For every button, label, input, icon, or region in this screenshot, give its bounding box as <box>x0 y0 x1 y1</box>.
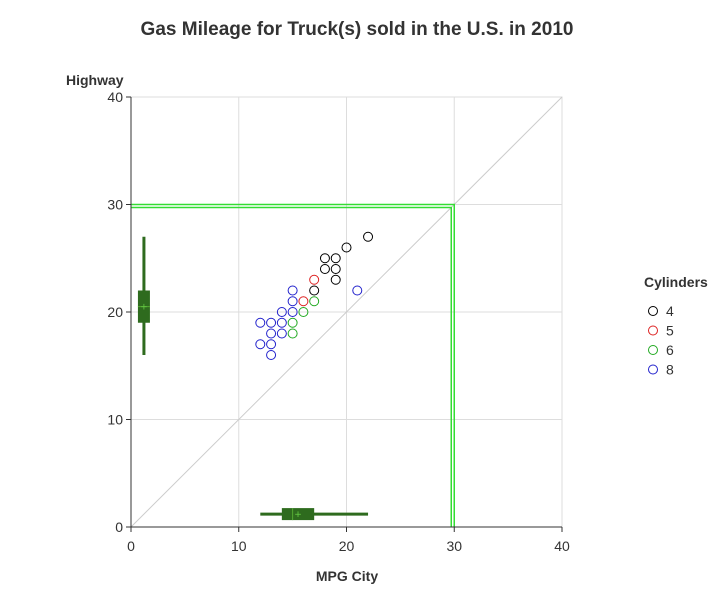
highlight-box-line <box>131 206 452 527</box>
data-point-cyl-5 <box>309 274 320 285</box>
data-point-cyl-8 <box>287 285 298 296</box>
y-axis-title: Highway <box>66 72 124 88</box>
x-boxplot-mean: + <box>294 510 302 520</box>
y-boxplot-mean: + <box>140 303 148 313</box>
data-point-cyl-4 <box>363 231 374 242</box>
x-tick-label: 40 <box>554 538 570 554</box>
data-point-cyl-4 <box>319 253 330 264</box>
data-point-cyl-6 <box>309 296 320 307</box>
legend-label-cyl-4: 4 <box>666 303 674 319</box>
legend-marker-cyl-6 <box>648 345 658 355</box>
legend: Cylinders 4 5 6 8 <box>644 274 708 378</box>
axes: 0 10 20 30 40 0 10 20 30 40 <box>107 89 570 554</box>
points-layer <box>255 231 374 360</box>
data-point-cyl-4 <box>330 253 341 264</box>
y-tick-label: 20 <box>107 304 123 320</box>
data-point-cyl-4 <box>319 264 330 274</box>
chart-title: Gas Mileage for Truck(s) sold in the U.S… <box>141 19 574 40</box>
legend-marker-cyl-8 <box>648 364 658 375</box>
highlight-box-line <box>131 203 455 527</box>
data-point-cyl-4 <box>309 285 320 296</box>
boxplot-layer: ++ <box>137 236 369 521</box>
x-axis-title: MPG City <box>316 568 378 584</box>
data-point-cyl-8 <box>287 296 298 307</box>
data-point-cyl-8 <box>266 350 277 360</box>
data-point-cyl-6 <box>287 317 298 328</box>
data-point-cyl-6 <box>287 328 298 339</box>
legend-label-cyl-6: 6 <box>666 342 674 358</box>
data-point-cyl-8 <box>276 317 287 328</box>
legend-label-cyl-8: 8 <box>666 362 674 378</box>
x-tick-label: 0 <box>127 538 135 554</box>
data-point-cyl-8 <box>255 317 266 328</box>
x-tick-label: 30 <box>446 538 462 554</box>
legend-marker-cyl-5 <box>648 325 658 336</box>
reference-line-layer <box>130 96 563 528</box>
legend-marker-cyl-4 <box>648 306 658 316</box>
diagonal-reference-line <box>130 96 563 528</box>
data-point-cyl-8 <box>276 328 287 339</box>
data-point-cyl-8 <box>276 307 287 317</box>
data-point-cyl-8 <box>266 328 277 339</box>
data-point-cyl-4 <box>330 264 341 274</box>
data-point-cyl-8 <box>287 307 298 317</box>
data-point-cyl-4 <box>330 274 341 285</box>
x-boxplot-box <box>281 508 315 521</box>
y-tick-label: 40 <box>107 89 123 105</box>
y-tick-label: 10 <box>107 412 123 428</box>
data-point-cyl-8 <box>266 339 277 350</box>
data-point-cyl-4 <box>341 242 352 253</box>
data-point-cyl-5 <box>298 296 309 307</box>
y-tick-label: 0 <box>115 519 123 535</box>
data-point-cyl-8 <box>352 285 363 296</box>
legend-label-cyl-5: 5 <box>666 323 674 339</box>
y-tick-label: 30 <box>107 197 123 213</box>
data-point-cyl-8 <box>266 317 277 328</box>
legend-title: Cylinders <box>644 274 708 290</box>
x-tick-label: 20 <box>339 538 355 554</box>
data-point-cyl-6 <box>298 307 309 317</box>
x-tick-label: 10 <box>231 538 247 554</box>
data-point-cyl-8 <box>255 339 266 350</box>
